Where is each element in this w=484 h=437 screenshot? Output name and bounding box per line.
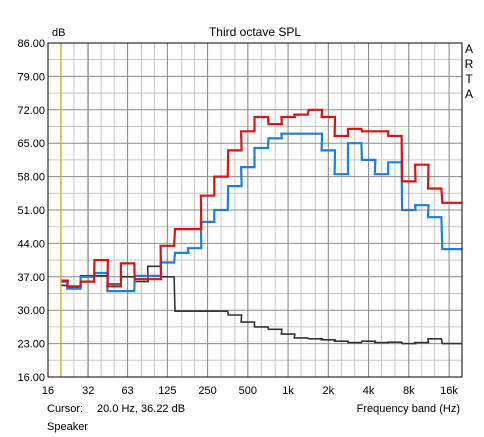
x-tick-label: 125 (158, 385, 176, 397)
x-tick-label: 1k (282, 385, 294, 397)
y-axis-ticks: 86.00 79.00 72.00 65.00 58.00 51.00 44.00 37.00… (17, 38, 45, 384)
y-tick-label: 23.00 (17, 339, 45, 351)
x-tick-label: 32 (82, 385, 94, 397)
chart-title: Third octave SPL (209, 25, 301, 39)
y-tick-label: 44.00 (17, 238, 45, 250)
x-tick-label: 16k (440, 385, 458, 397)
y-tick-label: 72.00 (17, 105, 45, 117)
y-tick-label: 51.00 (17, 205, 45, 217)
x-axis-ticks: 16 32 63 125 250 500 1k 2k 4k 8k 16k (42, 385, 459, 397)
y-tick-label: 65.00 (17, 138, 45, 150)
series-red-line (61, 108, 462, 288)
y-tick-label: 86.00 (17, 38, 45, 50)
x-tick-label: 8k (403, 385, 415, 397)
x-tick-label: 16 (42, 385, 54, 397)
side-label-letter: A (465, 42, 473, 56)
legend-speaker-label: Speaker (47, 421, 88, 433)
cursor-readout: 20.0 Hz, 36.22 dB (97, 403, 185, 415)
y-tick-label: 37.00 (17, 272, 45, 284)
side-label-letter: R (465, 57, 474, 71)
x-tick-label: 4k (363, 385, 375, 397)
y-tick-label: 30.00 (17, 305, 45, 317)
x-tick-label: 63 (121, 385, 133, 397)
series-lines (61, 108, 462, 345)
cursor-label: Cursor: (47, 403, 83, 415)
x-axis-label: Frequency band (Hz) (357, 403, 460, 415)
side-label-letter: A (465, 87, 473, 101)
y-axis-unit-label: dB (52, 27, 65, 39)
plot-frame (47, 42, 463, 378)
y-tick-label: 79.00 (17, 71, 45, 83)
side-label-letter: T (465, 72, 473, 86)
y-tick-label: 58.00 (17, 172, 45, 184)
x-tick-label: 2k (323, 385, 335, 397)
y-tick-label: 16.00 (17, 372, 45, 384)
x-tick-label: 500 (239, 385, 257, 397)
x-tick-label: 250 (198, 385, 216, 397)
